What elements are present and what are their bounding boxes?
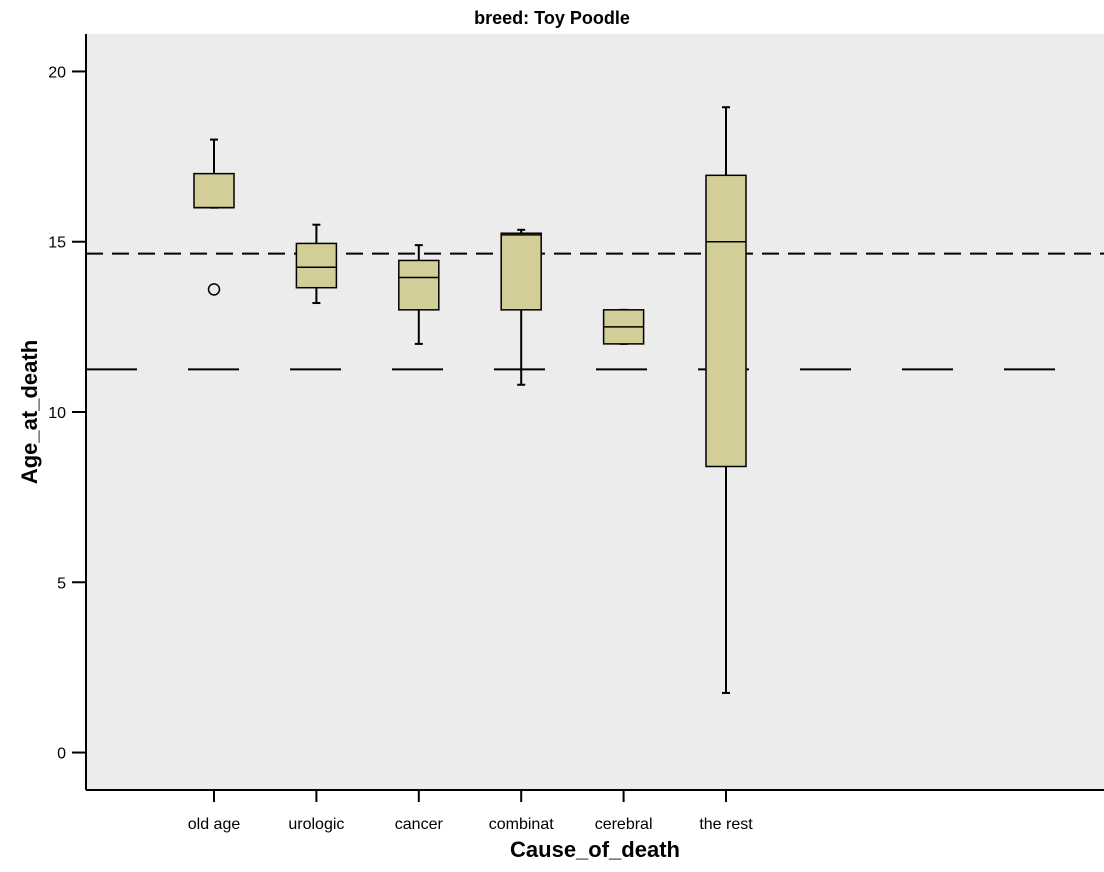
x-tick-label: the rest xyxy=(699,816,753,833)
x-axis-title: Cause_of_death xyxy=(510,837,680,862)
x-tick-label: old age xyxy=(188,816,241,833)
boxes xyxy=(193,106,747,694)
y-tick-label: 20 xyxy=(48,64,66,81)
x-tick-label: combinat xyxy=(489,816,554,833)
y-tick-label: 10 xyxy=(48,405,66,422)
y-tick-label: 0 xyxy=(57,746,66,763)
box-iqr xyxy=(500,232,542,311)
plot-background xyxy=(86,34,1104,790)
box-the-rest xyxy=(705,106,747,694)
box-cerebral xyxy=(602,308,645,345)
x-tick-label: urologic xyxy=(288,816,344,833)
axes: 0 5 10 15 20 old age urologic cancer combinat cer… xyxy=(48,34,1104,833)
box-iqr xyxy=(398,259,440,311)
box-iqr xyxy=(705,174,747,468)
y-axis-title: Age_at_death xyxy=(17,340,42,484)
box-cancer xyxy=(398,244,440,345)
box-iqr xyxy=(295,242,338,289)
x-tick-label: cerebral xyxy=(595,816,653,833)
box-urologic xyxy=(295,223,338,305)
y-tick-label: 15 xyxy=(48,235,66,252)
y-tick-label: 5 xyxy=(57,575,66,592)
reference-lines xyxy=(86,252,1104,371)
box-combinat xyxy=(500,228,542,386)
outlier-point xyxy=(207,283,221,296)
x-tick-label: cancer xyxy=(395,816,444,833)
box-old-age xyxy=(193,138,235,296)
box-iqr xyxy=(193,172,235,209)
chart-title: breed: Toy Poodle xyxy=(474,8,630,28)
